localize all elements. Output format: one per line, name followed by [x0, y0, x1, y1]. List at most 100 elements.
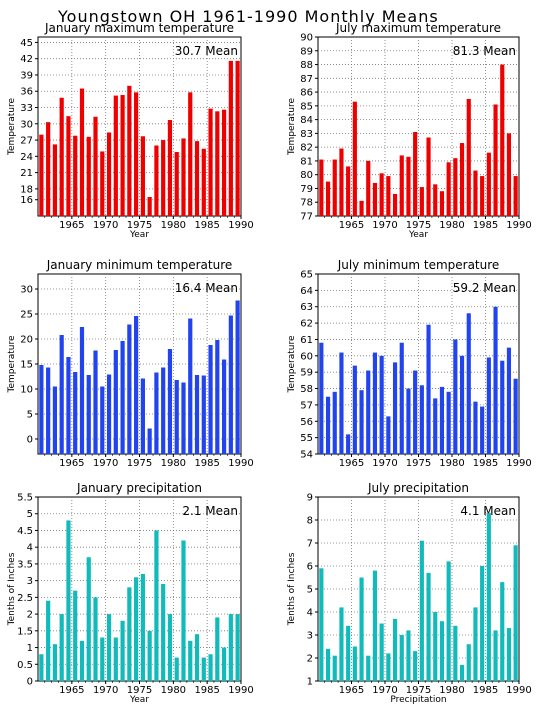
x-axis-label: Year: [129, 230, 149, 240]
y-tick-label: 42: [20, 54, 33, 65]
bar-1978: [154, 530, 159, 681]
chart-title: January precipitation: [76, 481, 202, 495]
bar-1987: [493, 104, 498, 216]
y-tick-label: 1: [307, 677, 313, 688]
y-tick-label: 27: [20, 136, 33, 147]
bar-1989: [228, 60, 233, 216]
bar-1963: [332, 159, 337, 216]
y-tick-label: 83: [300, 129, 313, 140]
y-tick-label: 89: [300, 46, 313, 57]
bar-1984: [194, 375, 200, 454]
y-tick-label: 7: [307, 539, 313, 550]
bar-1984: [194, 634, 200, 681]
bar-1970: [379, 623, 384, 681]
bar-1977: [147, 630, 152, 681]
bar-1980: [446, 561, 451, 681]
chart-panel-6: 1 2 3 4 5 6 7 8 9 1965 1970 1975 1980 1985 1990 July pr…: [287, 481, 532, 705]
x-tick-label: 1970: [93, 685, 118, 696]
bar-1966: [73, 135, 78, 216]
y-tick-label: 10: [20, 385, 33, 396]
bar-1976: [140, 573, 145, 681]
chart-panel-3: 0 5 10 15 20 25 30 1965 1970 1975 1980 1985 1990 Janu…: [7, 258, 254, 469]
bar-1978: [154, 372, 159, 454]
bar-1976: [140, 136, 145, 216]
x-tick-label: 1980: [161, 685, 186, 696]
bar-1987: [493, 630, 498, 681]
bar-1982: [459, 664, 465, 681]
bar-1962: [46, 367, 51, 454]
bar-1972: [392, 193, 398, 216]
bar-1967: [79, 640, 85, 681]
bar-1966: [352, 646, 357, 681]
bar-1987: [493, 306, 498, 454]
y-tick-label: 87: [300, 74, 313, 85]
bar-1985: [201, 375, 206, 454]
y-tick-label: 1.5: [17, 626, 33, 637]
bar-1986: [486, 152, 491, 216]
bar-1989: [228, 315, 233, 454]
bar-1962: [325, 648, 331, 681]
y-tick-label: 78: [300, 198, 313, 209]
bar-1971: [386, 416, 391, 454]
mean-label: 81.3 Mean: [453, 44, 516, 58]
bar-1974: [127, 324, 132, 454]
bar-1986: [486, 513, 491, 681]
bar-1969: [93, 116, 98, 216]
x-axis-label: Year: [408, 230, 428, 240]
bar-1967: [359, 390, 364, 454]
x-tick-label: 1965: [339, 220, 364, 231]
bar-1975: [413, 370, 418, 454]
bar-1977: [426, 572, 431, 681]
bar-1984: [473, 170, 478, 216]
y-tick-label: 82: [300, 143, 313, 154]
bar-1987: [215, 617, 220, 681]
bar-1973: [120, 620, 125, 681]
y-tick-label: 59: [300, 368, 313, 379]
x-tick-label: 1985: [473, 220, 498, 231]
bar-1973: [399, 342, 404, 454]
x-tick-label: 1990: [228, 458, 253, 469]
bar-1984: [473, 607, 478, 681]
y-tick-label: 4: [307, 608, 313, 619]
bar-1968: [366, 655, 371, 681]
bar-1982: [181, 540, 186, 681]
x-tick-label: 1990: [506, 458, 531, 469]
bar-1990: [235, 60, 240, 216]
chart-panel-2: 77 78 79 80 81 82 83 84 85 86 87 88 89 90 1965 1970 1975…: [287, 21, 532, 240]
y-tick-label: 1: [27, 643, 33, 654]
x-tick-label: 1975: [406, 685, 431, 696]
x-tick-label: 1970: [372, 685, 397, 696]
x-tick-label: 1975: [406, 458, 431, 469]
bar-1973: [399, 635, 404, 681]
x-axis-label: Year: [129, 695, 149, 705]
bar-1981: [174, 151, 179, 216]
bar-1988: [500, 360, 505, 454]
bar-1978: [433, 184, 438, 216]
bar-1968: [366, 160, 371, 216]
y-tick-label: 0.5: [17, 660, 33, 671]
bar-1965: [346, 434, 351, 454]
bar-1973: [399, 155, 404, 216]
bar-1985: [480, 406, 485, 454]
bar-1988: [221, 359, 227, 454]
bar-1963: [52, 386, 58, 454]
bar-1977: [147, 197, 152, 216]
chart-title: July maximum temperature: [335, 21, 501, 35]
bar-1970: [100, 151, 105, 216]
bar-1985: [201, 148, 206, 216]
bar-1963: [332, 655, 337, 681]
y-tick-label: 5: [307, 585, 313, 596]
bar-1970: [100, 637, 105, 681]
y-tick-label: 45: [20, 38, 33, 49]
plot-frame: [37, 36, 242, 217]
bar-1977: [426, 324, 431, 454]
x-tick-label: 1965: [339, 685, 364, 696]
bar-1968: [86, 375, 91, 454]
bar-1982: [181, 138, 186, 216]
bar-1980: [167, 614, 173, 681]
x-tick-label: 1980: [439, 220, 464, 231]
chart-title: January minimum temperature: [46, 258, 233, 272]
y-tick-label: 85: [300, 101, 313, 112]
bar-1979: [161, 583, 166, 681]
